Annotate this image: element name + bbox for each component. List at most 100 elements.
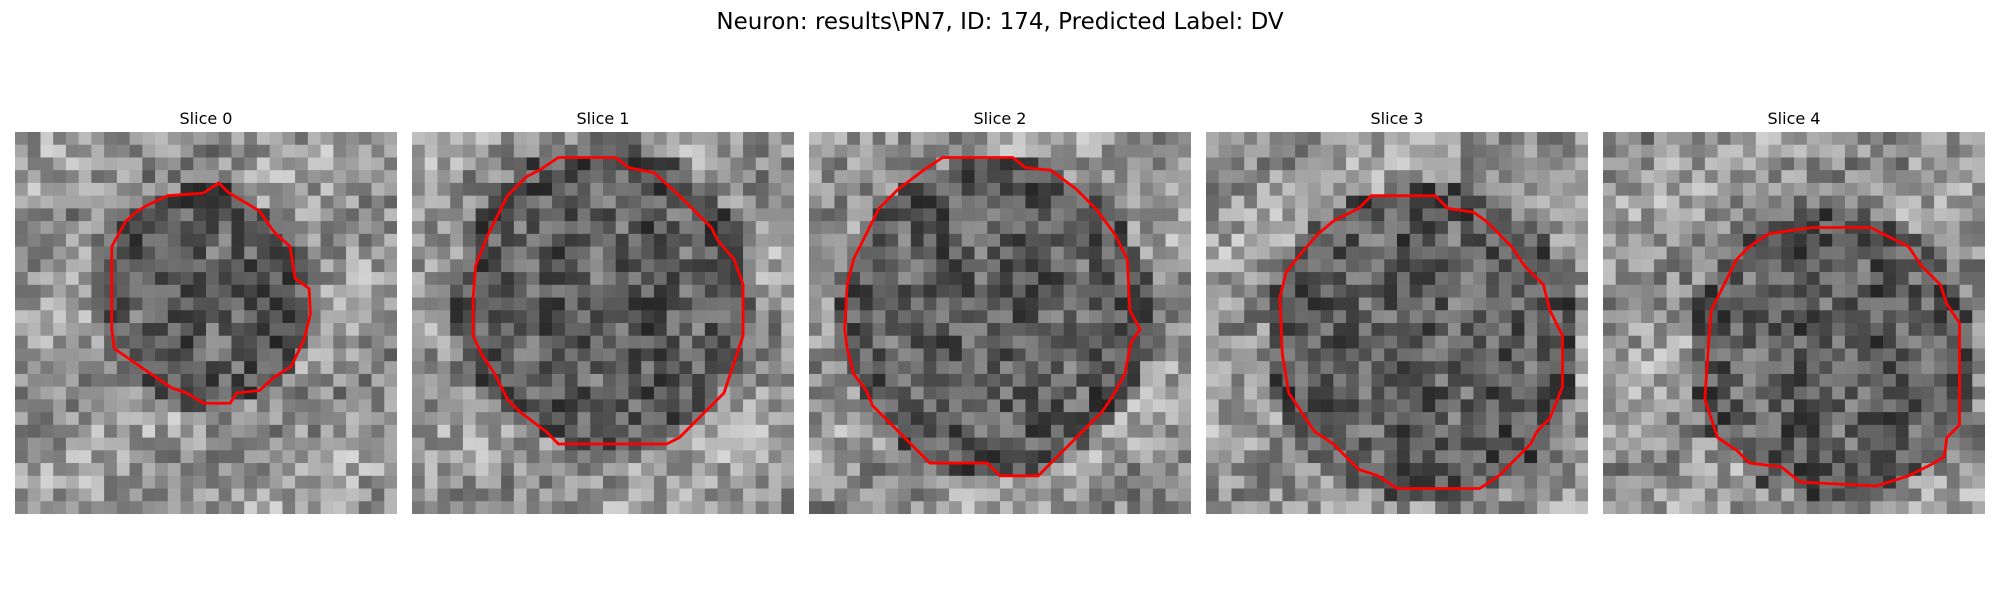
pixel bbox=[1717, 424, 1731, 438]
pixel bbox=[1883, 144, 1897, 158]
pixel bbox=[1615, 132, 1629, 145]
pixel bbox=[231, 348, 245, 362]
pixel bbox=[462, 373, 476, 387]
pixel bbox=[1641, 246, 1655, 260]
pixel bbox=[40, 386, 54, 400]
pixel bbox=[1806, 348, 1820, 362]
pixel bbox=[743, 463, 757, 477]
pixel bbox=[78, 348, 92, 362]
pixel bbox=[1972, 221, 1985, 235]
pixel bbox=[142, 132, 156, 145]
pixel bbox=[91, 373, 105, 387]
pixel bbox=[1269, 424, 1283, 438]
pixel bbox=[1692, 323, 1706, 336]
pixel bbox=[1511, 463, 1525, 477]
pixel bbox=[872, 170, 886, 184]
pixel bbox=[167, 182, 181, 196]
pixel bbox=[717, 182, 731, 196]
pixel bbox=[1934, 195, 1948, 209]
pixel bbox=[1307, 373, 1321, 387]
pixel bbox=[27, 386, 41, 400]
pixel bbox=[193, 208, 207, 222]
pixel bbox=[1076, 335, 1090, 349]
pixel bbox=[1511, 208, 1525, 222]
pixel bbox=[1524, 170, 1538, 184]
pixel bbox=[91, 182, 105, 196]
pixel bbox=[1921, 373, 1935, 387]
pixel bbox=[1794, 437, 1807, 451]
pixel bbox=[1063, 386, 1077, 400]
pixel bbox=[91, 310, 105, 324]
pixel bbox=[1524, 450, 1538, 464]
pixel bbox=[450, 501, 464, 514]
pixel bbox=[282, 195, 296, 209]
pixel bbox=[1486, 488, 1500, 502]
pixel bbox=[218, 233, 232, 247]
pixel bbox=[615, 284, 629, 298]
pixel bbox=[987, 335, 1001, 349]
pixel bbox=[1307, 501, 1321, 514]
pixel bbox=[872, 437, 886, 451]
pixel bbox=[1679, 361, 1693, 375]
pixel bbox=[1692, 157, 1706, 171]
pixel bbox=[743, 157, 757, 171]
pixel bbox=[1152, 132, 1166, 145]
pixel bbox=[1562, 475, 1576, 489]
pixel bbox=[1486, 412, 1500, 426]
slice-panel-0: Slice 0 bbox=[15, 106, 397, 514]
pixel bbox=[1946, 144, 1960, 158]
pixel bbox=[859, 412, 873, 426]
pixel bbox=[936, 272, 950, 286]
pixel bbox=[1781, 399, 1795, 413]
pixel bbox=[653, 310, 667, 324]
pixel bbox=[346, 208, 360, 222]
pixel bbox=[1307, 399, 1321, 413]
pixel bbox=[1794, 399, 1807, 413]
pixel bbox=[885, 361, 899, 375]
pixel bbox=[1666, 361, 1680, 375]
pixel bbox=[1537, 246, 1551, 260]
pixel bbox=[755, 132, 769, 145]
pixel bbox=[961, 424, 975, 438]
pixel bbox=[1371, 437, 1385, 451]
pixel bbox=[1269, 272, 1283, 286]
pixel bbox=[180, 399, 194, 413]
pixel bbox=[1959, 170, 1973, 184]
pixel bbox=[526, 386, 540, 400]
pixel bbox=[743, 246, 757, 260]
pixel bbox=[1165, 144, 1179, 158]
pixel bbox=[1615, 297, 1629, 311]
pixel bbox=[462, 399, 476, 413]
pixel bbox=[1282, 170, 1296, 184]
pixel bbox=[1050, 437, 1064, 451]
pixel bbox=[615, 501, 629, 514]
pixel bbox=[256, 412, 270, 426]
pixel bbox=[1883, 399, 1897, 413]
pixel bbox=[1946, 437, 1960, 451]
pixel bbox=[1038, 297, 1052, 311]
pixel bbox=[1333, 144, 1347, 158]
pixel bbox=[872, 348, 886, 362]
pixel bbox=[412, 437, 425, 451]
pixel bbox=[1076, 361, 1090, 375]
pixel bbox=[450, 488, 464, 502]
pixel bbox=[1679, 412, 1693, 426]
pixel bbox=[1615, 348, 1629, 362]
pixel bbox=[1959, 488, 1973, 502]
pixel bbox=[116, 297, 130, 311]
pixel bbox=[358, 399, 372, 413]
pixel bbox=[142, 463, 156, 477]
pixel bbox=[1165, 208, 1179, 222]
pixel bbox=[1615, 386, 1629, 400]
pixel bbox=[679, 386, 693, 400]
pixel bbox=[1486, 399, 1500, 413]
pixel bbox=[307, 323, 321, 336]
pixel bbox=[1206, 246, 1219, 260]
pixel bbox=[1307, 157, 1321, 171]
pixel bbox=[1666, 373, 1680, 387]
pixel bbox=[872, 310, 886, 324]
pixel bbox=[513, 272, 527, 286]
pixel bbox=[1908, 284, 1922, 298]
pixel bbox=[1206, 412, 1219, 426]
pixel bbox=[1511, 361, 1525, 375]
